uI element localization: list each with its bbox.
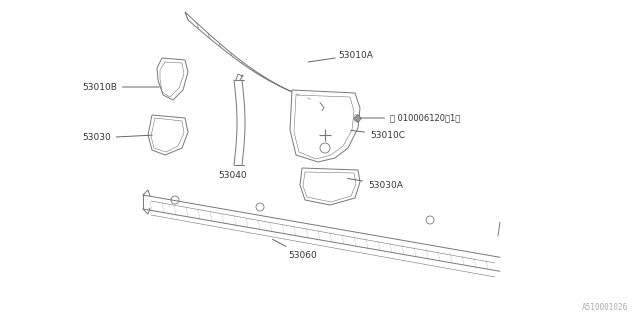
Text: 53030: 53030 <box>82 133 152 142</box>
Text: A510001026: A510001026 <box>582 303 628 312</box>
Polygon shape <box>148 115 188 155</box>
Polygon shape <box>300 168 360 205</box>
Text: 53010A: 53010A <box>308 51 373 62</box>
Polygon shape <box>157 58 188 100</box>
Text: 53010C: 53010C <box>351 130 405 140</box>
Polygon shape <box>185 12 320 103</box>
Text: 53040: 53040 <box>218 165 246 180</box>
Polygon shape <box>290 90 360 162</box>
Text: 53010B: 53010B <box>82 83 159 92</box>
Text: Ⓑ 010006120（1）: Ⓑ 010006120（1） <box>360 114 460 123</box>
Text: 53060: 53060 <box>273 239 317 260</box>
Text: 53030A: 53030A <box>348 179 403 189</box>
